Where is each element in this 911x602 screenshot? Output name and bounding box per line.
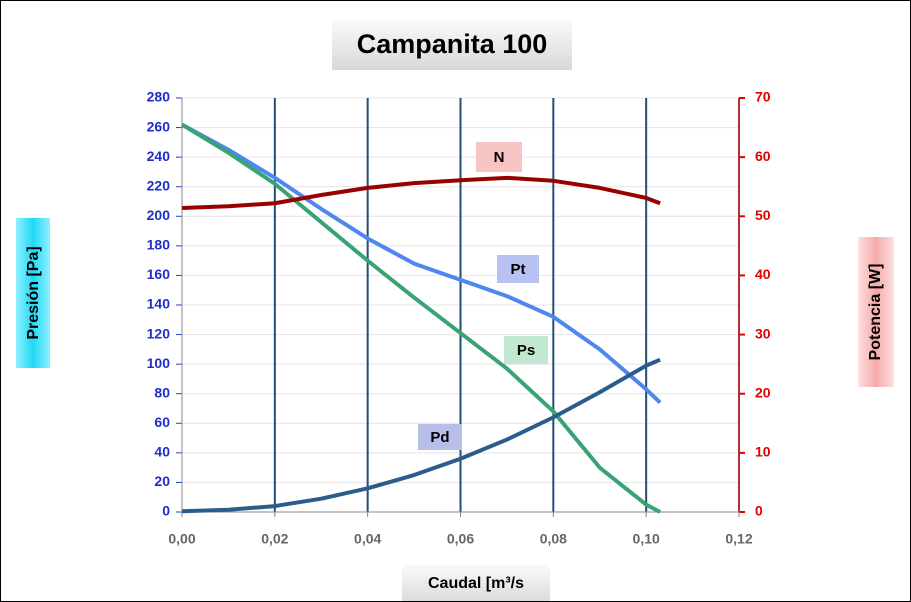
y-tick-label: 120	[147, 325, 171, 341]
chart-title: Campanita 100	[357, 29, 548, 59]
xlabel-box	[402, 565, 550, 601]
y2-tick-label: 60	[755, 148, 771, 164]
y2-tick-label: 0	[755, 503, 763, 519]
x-tick-label: 0,10	[633, 531, 660, 547]
y-tick-label: 60	[154, 414, 170, 430]
series-label: N	[494, 149, 505, 166]
series-line	[181, 122, 662, 405]
y2-axis-label: Potencia [W]	[867, 264, 884, 361]
y2-tick-label: 10	[755, 444, 771, 460]
series-line	[180, 122, 662, 514]
ylabel-box	[16, 218, 50, 368]
y-tick-label: 140	[147, 296, 171, 312]
x-tick-label: 0,00	[168, 531, 195, 547]
series-line	[181, 357, 661, 514]
series-label: Pt	[511, 261, 526, 278]
y-tick-label: 280	[147, 89, 171, 105]
series-label-box	[504, 336, 548, 364]
y2-tick-label: 30	[755, 325, 771, 341]
y2label-box	[858, 237, 894, 387]
x-tick-label: 0,12	[725, 531, 752, 547]
y2-tick-label: 40	[755, 266, 771, 282]
series-label-box	[497, 255, 539, 283]
y-tick-label: 220	[147, 177, 171, 193]
y2-tick-label: 50	[755, 207, 771, 223]
series-label-box	[418, 424, 462, 450]
y-tick-label: 240	[147, 148, 171, 164]
y2-tick-label: 20	[755, 384, 771, 400]
y-tick-label: 180	[147, 237, 171, 253]
y-tick-label: 80	[154, 384, 170, 400]
y-tick-label: 100	[147, 355, 171, 371]
y-tick-label: 260	[147, 118, 171, 134]
y-axis-label: Presión [Pa]	[25, 246, 42, 339]
x-tick-label: 0,04	[354, 531, 381, 547]
series-label: Ps	[517, 342, 535, 359]
series-label: Pd	[430, 429, 449, 446]
title-box	[332, 20, 572, 70]
y-tick-label: 160	[147, 266, 171, 282]
series-line	[181, 175, 661, 211]
y-tick-label: 20	[154, 473, 170, 489]
x-tick-label: 0,08	[540, 531, 567, 547]
x-axis-label: Caudal [m³/s	[428, 575, 524, 592]
series-label-box	[476, 142, 522, 172]
x-tick-label: 0,02	[261, 531, 288, 547]
y-tick-label: 0	[162, 503, 170, 519]
y-tick-label: 40	[154, 444, 170, 460]
y-tick-label: 200	[147, 207, 171, 223]
x-tick-label: 0,06	[447, 531, 474, 547]
y2-tick-label: 70	[755, 89, 771, 105]
